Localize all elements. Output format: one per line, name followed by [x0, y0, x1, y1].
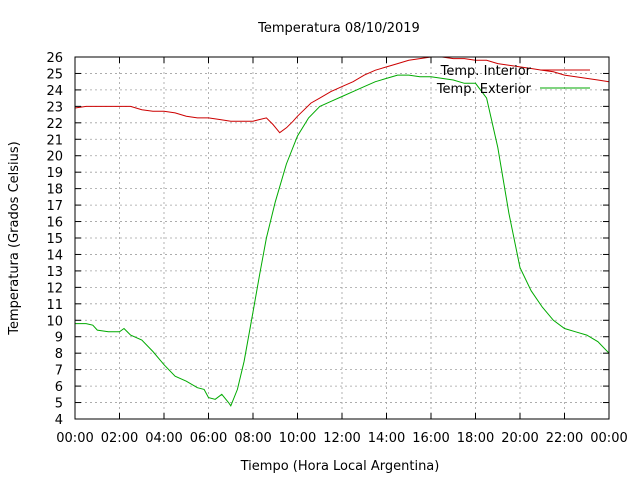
y-tick-label: 20 [46, 150, 63, 165]
x-tick-label: 04:00 [145, 431, 182, 446]
x-tick-labels: 00:00 02:00 04:00 06:00 08:00 10:00 12:00 14:00… [56, 431, 627, 446]
y-tick-label: 21 [46, 133, 63, 148]
series-line-interior [74, 56, 610, 134]
y-tick-label: 17 [46, 199, 63, 214]
series-line-exterior [75, 74, 610, 407]
y-tick-label: 13 [46, 265, 63, 280]
y-tick-label: 14 [46, 248, 63, 263]
y-tick-label: 6 [55, 380, 63, 395]
x-tick-label: 16:00 [412, 431, 449, 446]
x-tick-label: 06:00 [190, 431, 227, 446]
axis-ticks [74, 56, 610, 420]
x-tick-label: 02:00 [101, 431, 138, 446]
y-tick-label: 22 [46, 117, 63, 132]
y-tick-label: 7 [55, 364, 63, 379]
x-tick-label: 22:00 [546, 431, 583, 446]
x-axis-label: Tiempo (Hora Local Argentina) [240, 459, 440, 474]
y-tick-label: 25 [46, 67, 63, 82]
y-tick-label: 23 [46, 100, 63, 115]
y-tick-label: 19 [46, 166, 63, 181]
y-tick-label: 4 [55, 413, 63, 428]
y-tick-label: 15 [46, 232, 63, 247]
y-tick-label: 11 [46, 298, 63, 313]
y-tick-label: 26 [46, 51, 63, 66]
x-tick-label: 20:00 [501, 431, 538, 446]
legend: Temp. Interior Temp. Exterior [436, 64, 590, 97]
y-tick-label: 9 [55, 331, 63, 346]
y-tick-label: 5 [55, 397, 63, 412]
y-tick-label: 10 [46, 314, 63, 329]
legend-label-exterior: Temp. Exterior [436, 82, 532, 97]
chart-title: Temperatura 08/10/2019 [257, 21, 420, 36]
series-lines [74, 56, 610, 407]
x-tick-label: 00:00 [56, 431, 93, 446]
x-tick-label: 10:00 [279, 431, 316, 446]
y-tick-label: 24 [46, 84, 63, 99]
x-tick-label: 14:00 [368, 431, 405, 446]
x-tick-label: 12:00 [323, 431, 360, 446]
y-tick-label: 8 [55, 347, 63, 362]
x-tick-label: 08:00 [234, 431, 271, 446]
y-tick-label: 18 [46, 183, 63, 198]
y-tick-label: 12 [46, 281, 63, 296]
x-tick-label: 18:00 [457, 431, 494, 446]
y-axis-label: Temperatura (Grados Celsius) [7, 141, 22, 335]
legend-label-interior: Temp. Interior [440, 64, 532, 79]
grid [75, 57, 609, 419]
x-tick-label: 00:00 [590, 431, 627, 446]
y-tick-label: 16 [46, 216, 63, 231]
